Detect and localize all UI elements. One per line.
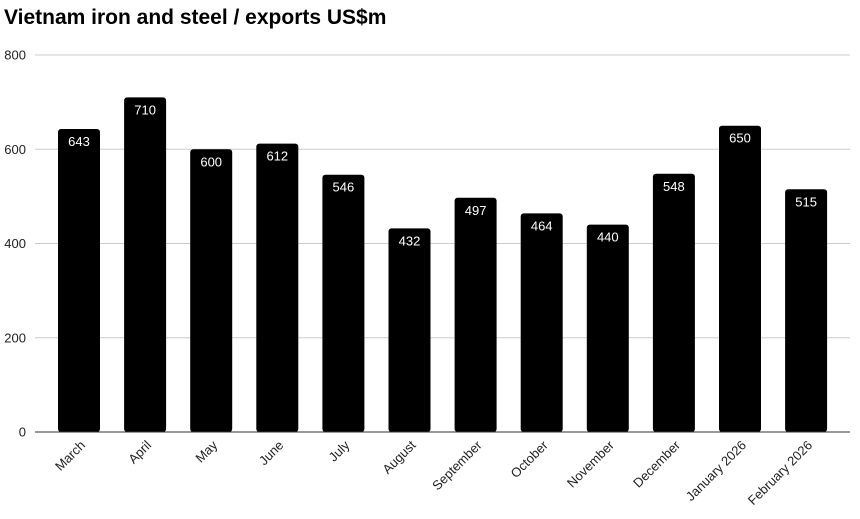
y-axis-ticks: 0 200 400 600 800 <box>4 48 26 440</box>
bar <box>652 173 695 432</box>
data-label: 464 <box>531 218 553 233</box>
data-label: 548 <box>663 179 685 194</box>
gridlines <box>35 54 850 339</box>
data-label: 515 <box>795 194 817 209</box>
bar <box>190 149 233 432</box>
data-label: 440 <box>597 230 619 245</box>
bar <box>124 97 167 432</box>
bar <box>454 197 497 432</box>
bar <box>719 125 761 432</box>
x-tick-label: July <box>326 437 353 464</box>
y-tick-label: 0 <box>19 425 26 440</box>
bars: 643 710 600 612 546 432 497 464 440 548 650 515 <box>58 97 828 432</box>
x-tick-label: December <box>630 437 683 490</box>
x-tick-label: September <box>429 437 485 493</box>
bar <box>388 228 431 432</box>
data-label: 650 <box>729 131 751 146</box>
chart-title: Vietnam iron and steel / exports US$m <box>4 6 387 29</box>
x-tick-label: March <box>52 438 88 474</box>
data-label: 432 <box>399 233 421 248</box>
data-label: 612 <box>266 149 288 164</box>
x-axis-labels: March April May June July August September Octo… <box>52 437 815 508</box>
y-tick-label: 600 <box>4 142 26 157</box>
x-tick-label: February 2026 <box>745 438 815 508</box>
x-tick-label: October <box>508 437 552 481</box>
x-tick-label: January 2026 <box>683 438 749 504</box>
data-label: 600 <box>200 154 222 169</box>
bar <box>785 189 828 432</box>
data-label: 710 <box>134 102 156 117</box>
bar <box>256 143 299 432</box>
y-tick-label: 200 <box>4 330 26 345</box>
bar <box>58 128 100 432</box>
x-tick-label: April <box>125 437 154 466</box>
data-label: 643 <box>68 134 90 149</box>
x-tick-label: June <box>256 438 287 469</box>
data-label: 497 <box>465 203 487 218</box>
x-tick-label: November <box>564 437 617 490</box>
bar <box>586 224 629 432</box>
y-tick-label: 800 <box>4 48 26 63</box>
x-tick-label: May <box>192 437 220 465</box>
bar <box>520 213 563 432</box>
data-label: 546 <box>333 180 355 195</box>
x-tick-label: August <box>379 437 418 476</box>
bar <box>322 174 365 432</box>
y-tick-label: 400 <box>4 236 26 251</box>
